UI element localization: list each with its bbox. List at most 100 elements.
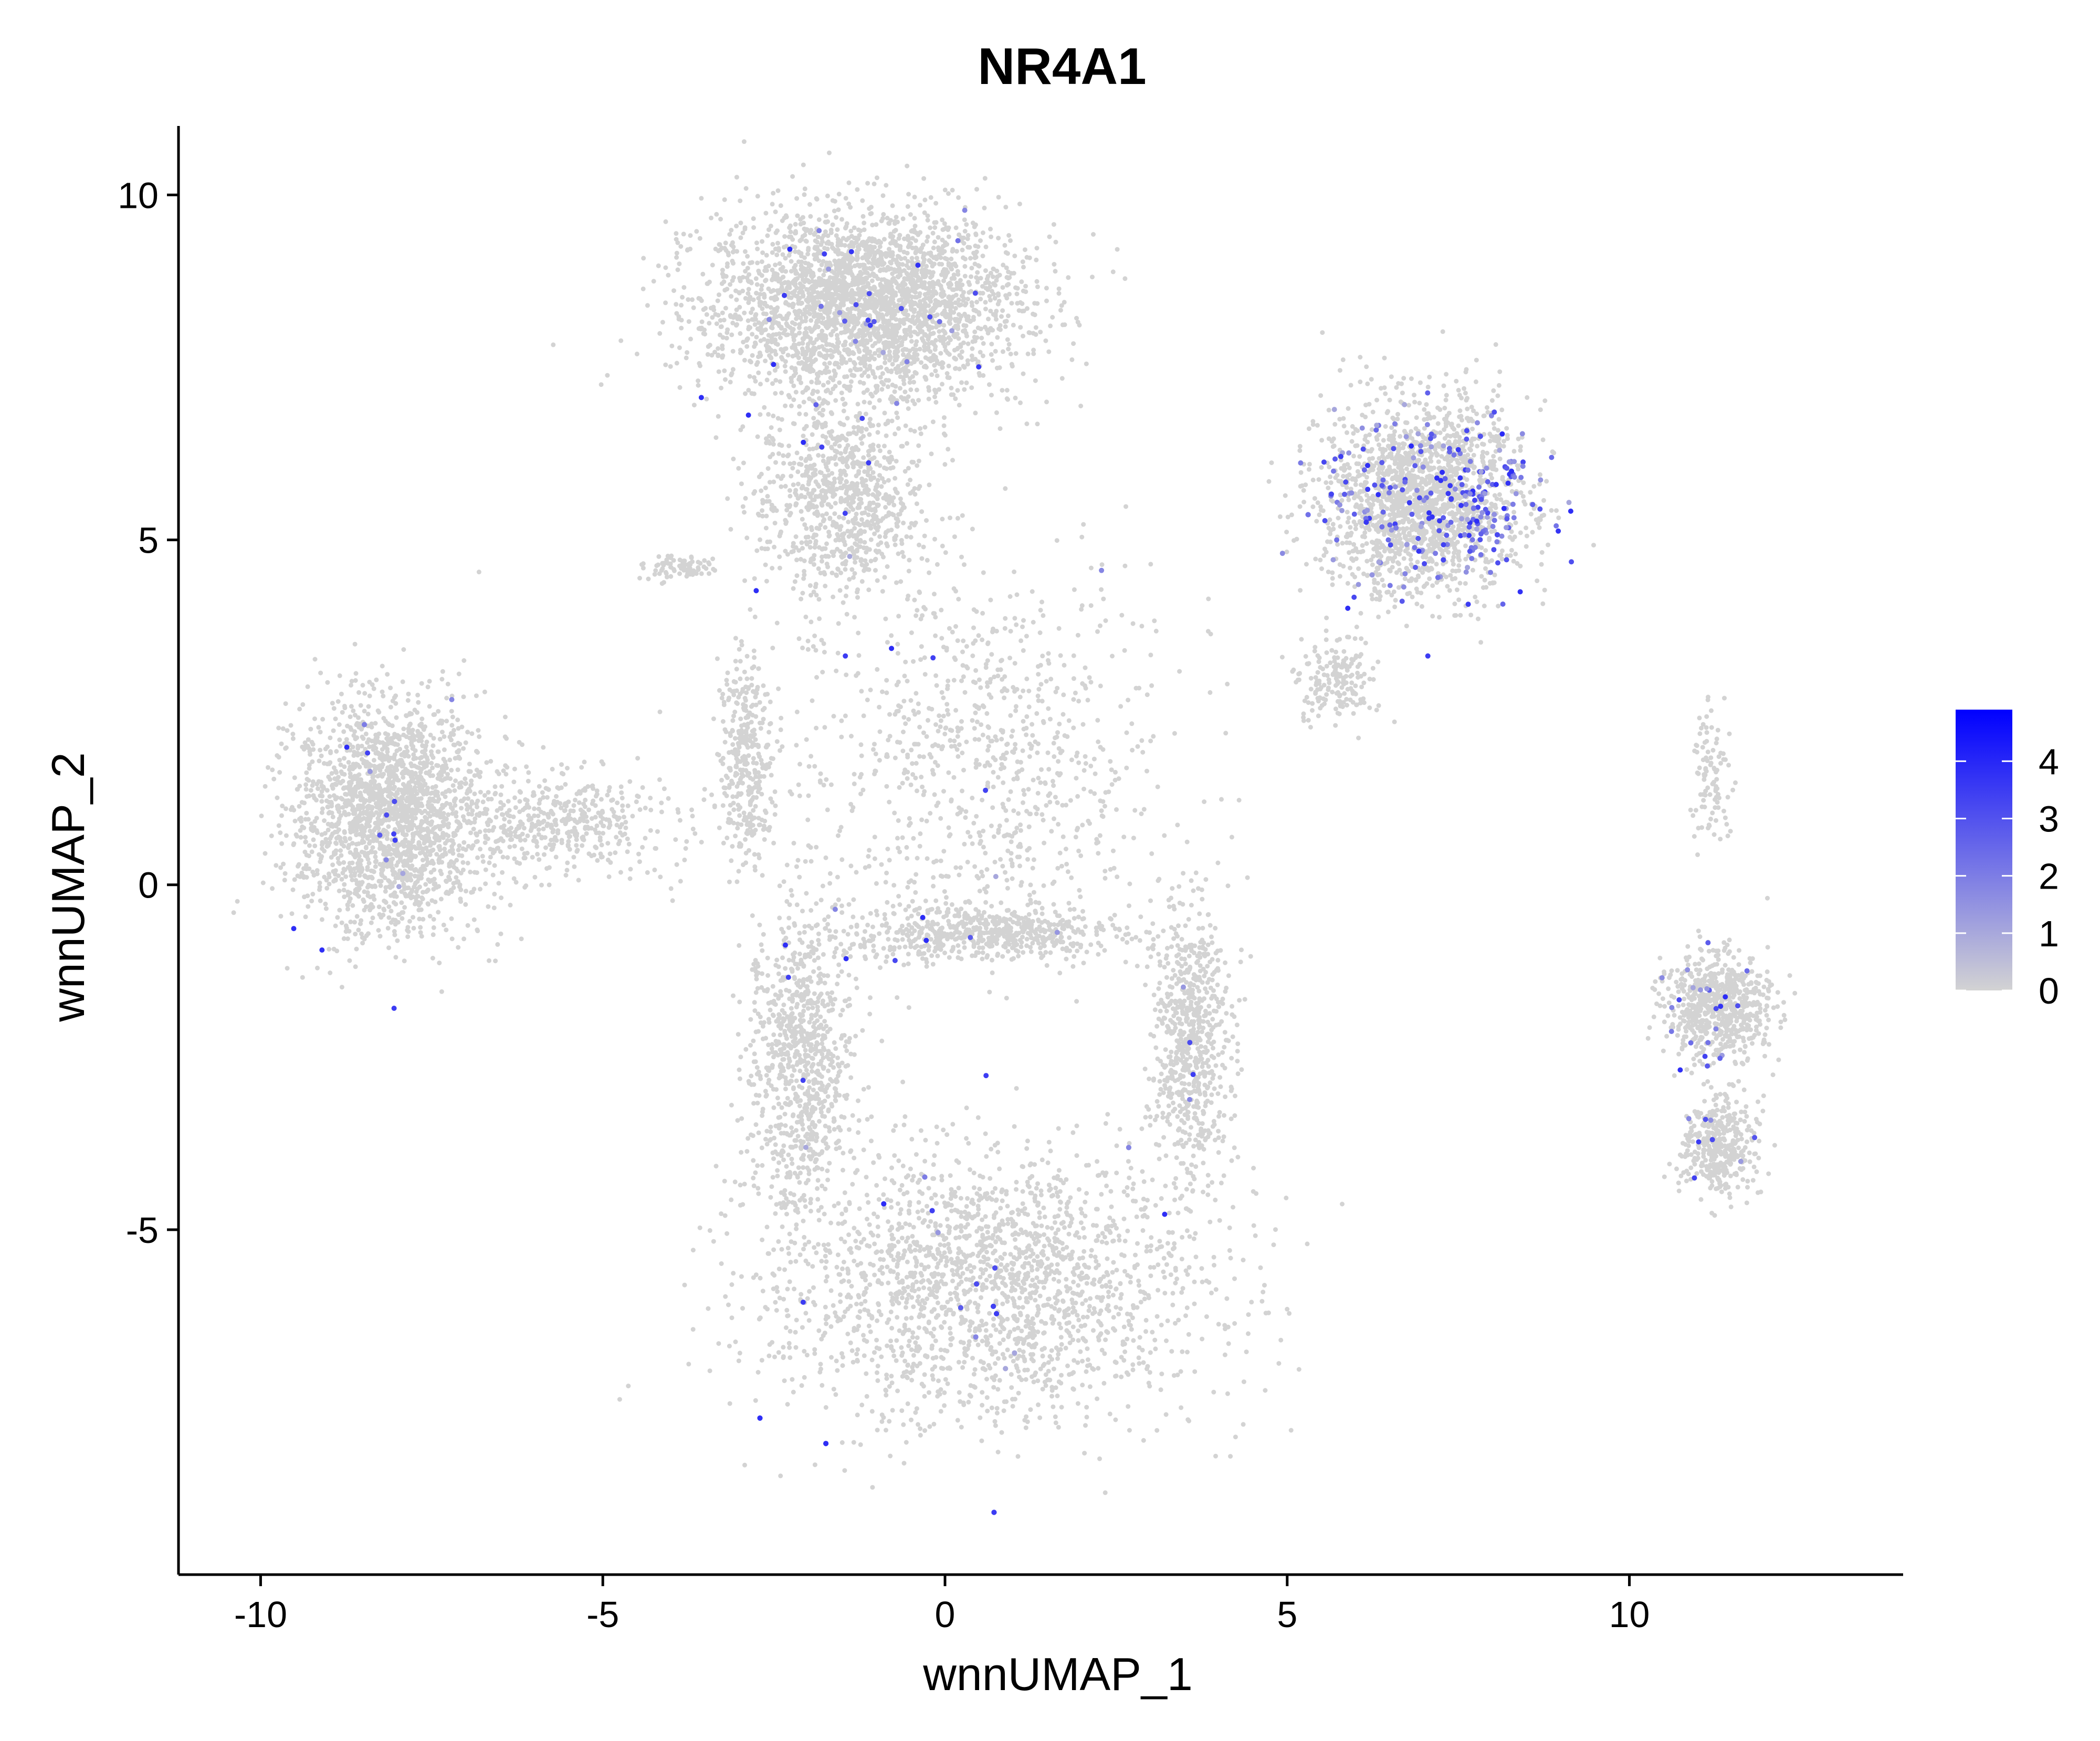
point-expressing — [365, 750, 371, 756]
point-expressing — [1465, 467, 1471, 473]
x-tick-label: 10 — [1609, 1594, 1650, 1635]
point-expressing — [991, 1303, 996, 1309]
point-expressing — [1549, 455, 1555, 460]
point-expressing — [1363, 520, 1369, 525]
point-expressing — [929, 1208, 935, 1214]
point-expressing — [1422, 561, 1427, 566]
point-expressing — [1337, 502, 1342, 508]
point-expressing — [783, 942, 788, 948]
point-expressing — [1504, 525, 1509, 531]
point-expressing — [1501, 505, 1507, 511]
legend-tick-label: 3 — [2039, 798, 2059, 839]
legend-ticks: 0 1 2 3 4 — [1956, 741, 2059, 1011]
point-expressing — [1391, 446, 1396, 451]
point-expressing — [968, 935, 973, 941]
point-expressing — [930, 655, 936, 661]
point-expressing — [1465, 516, 1471, 522]
point-expressing — [1520, 463, 1526, 469]
point-expressing — [1530, 502, 1536, 508]
point-expressing — [383, 857, 389, 863]
point-expressing — [819, 444, 825, 450]
point-expressing — [1402, 571, 1408, 577]
point-expressing — [1493, 482, 1499, 488]
x-axis-label: wnnUMAP_1 — [922, 1648, 1193, 1700]
point-expressing — [1495, 532, 1500, 537]
point-expressing — [1464, 436, 1469, 442]
point-expressing — [1416, 495, 1422, 501]
point-expressing — [1696, 1139, 1702, 1145]
point-expressing — [1448, 520, 1454, 525]
point-expressing — [1504, 516, 1510, 522]
point-expressing — [1392, 484, 1398, 490]
point-expressing — [1445, 491, 1451, 497]
point-expressing — [1568, 508, 1573, 514]
point-expressing — [1478, 514, 1484, 520]
point-expressing — [1505, 480, 1511, 486]
point-expressing — [1415, 535, 1421, 541]
point-expressing — [392, 837, 398, 843]
point-expressing — [1342, 491, 1347, 497]
legend-tick-label: 2 — [2039, 856, 2059, 897]
point-expressing — [1003, 1366, 1009, 1371]
point-expressing — [1471, 505, 1476, 511]
point-expressing — [1441, 443, 1446, 449]
point-expressing — [1520, 459, 1526, 465]
point-expressing — [962, 207, 968, 213]
point-expressing — [344, 744, 350, 750]
point-expressing — [1477, 537, 1483, 543]
point-expressing — [1499, 431, 1505, 437]
point-expressing — [1489, 482, 1495, 487]
point-expressing — [449, 697, 455, 702]
point-expressing — [1463, 569, 1469, 575]
point-expressing — [1388, 485, 1393, 491]
point-expressing — [1351, 594, 1357, 600]
x-tick-label: 5 — [1277, 1594, 1297, 1635]
point-expressing — [915, 262, 921, 268]
point-expressing — [976, 364, 982, 370]
point-expressing — [319, 947, 325, 953]
point-expressing — [1181, 984, 1186, 990]
point-expressing — [1492, 409, 1497, 415]
y-tick-label: -5 — [126, 1210, 159, 1251]
point-expressing — [994, 1311, 1000, 1316]
point-expressing — [880, 350, 886, 355]
point-expressing — [1462, 493, 1468, 499]
legend-tick-label: 1 — [2039, 913, 2059, 954]
point-expressing — [935, 1230, 941, 1236]
point-expressing — [1421, 498, 1427, 503]
point-expressing — [865, 318, 871, 323]
point-expressing — [1451, 452, 1457, 458]
point-expressing — [927, 314, 933, 320]
point-expressing — [832, 906, 838, 912]
point-expressing — [1392, 421, 1398, 427]
point-expressing — [1298, 460, 1304, 466]
point-expressing — [1435, 575, 1441, 581]
point-expressing — [1492, 518, 1497, 523]
point-expressing — [974, 1281, 980, 1287]
point-expressing — [1556, 528, 1561, 534]
point-expressing — [1446, 446, 1452, 451]
point-expressing — [1738, 1158, 1744, 1164]
point-expressing — [866, 291, 872, 297]
y-tick-label: 5 — [138, 520, 159, 561]
point-expressing — [1434, 475, 1440, 481]
point-expressing — [1444, 532, 1450, 538]
point-expressing — [1485, 514, 1490, 520]
point-expressing — [1713, 1006, 1719, 1011]
point-expressing — [1504, 557, 1509, 563]
point-expressing — [1429, 444, 1434, 450]
x-axis-ticks: -10 -5 0 5 10 — [234, 1575, 1650, 1635]
point-expressing — [1418, 443, 1423, 449]
point-expressing — [871, 319, 877, 324]
point-expressing — [1669, 1005, 1675, 1010]
point-expressing — [1519, 431, 1525, 437]
point-expressing — [391, 831, 397, 837]
point-expressing — [1387, 522, 1393, 528]
point-expressing — [1399, 598, 1405, 604]
x-tick-label: -5 — [586, 1594, 619, 1635]
point-expressing — [801, 439, 806, 445]
point-expressing — [1401, 584, 1406, 590]
point-expressing — [1500, 602, 1506, 607]
point-expressing — [1376, 559, 1382, 565]
point-expressing — [1537, 506, 1543, 512]
